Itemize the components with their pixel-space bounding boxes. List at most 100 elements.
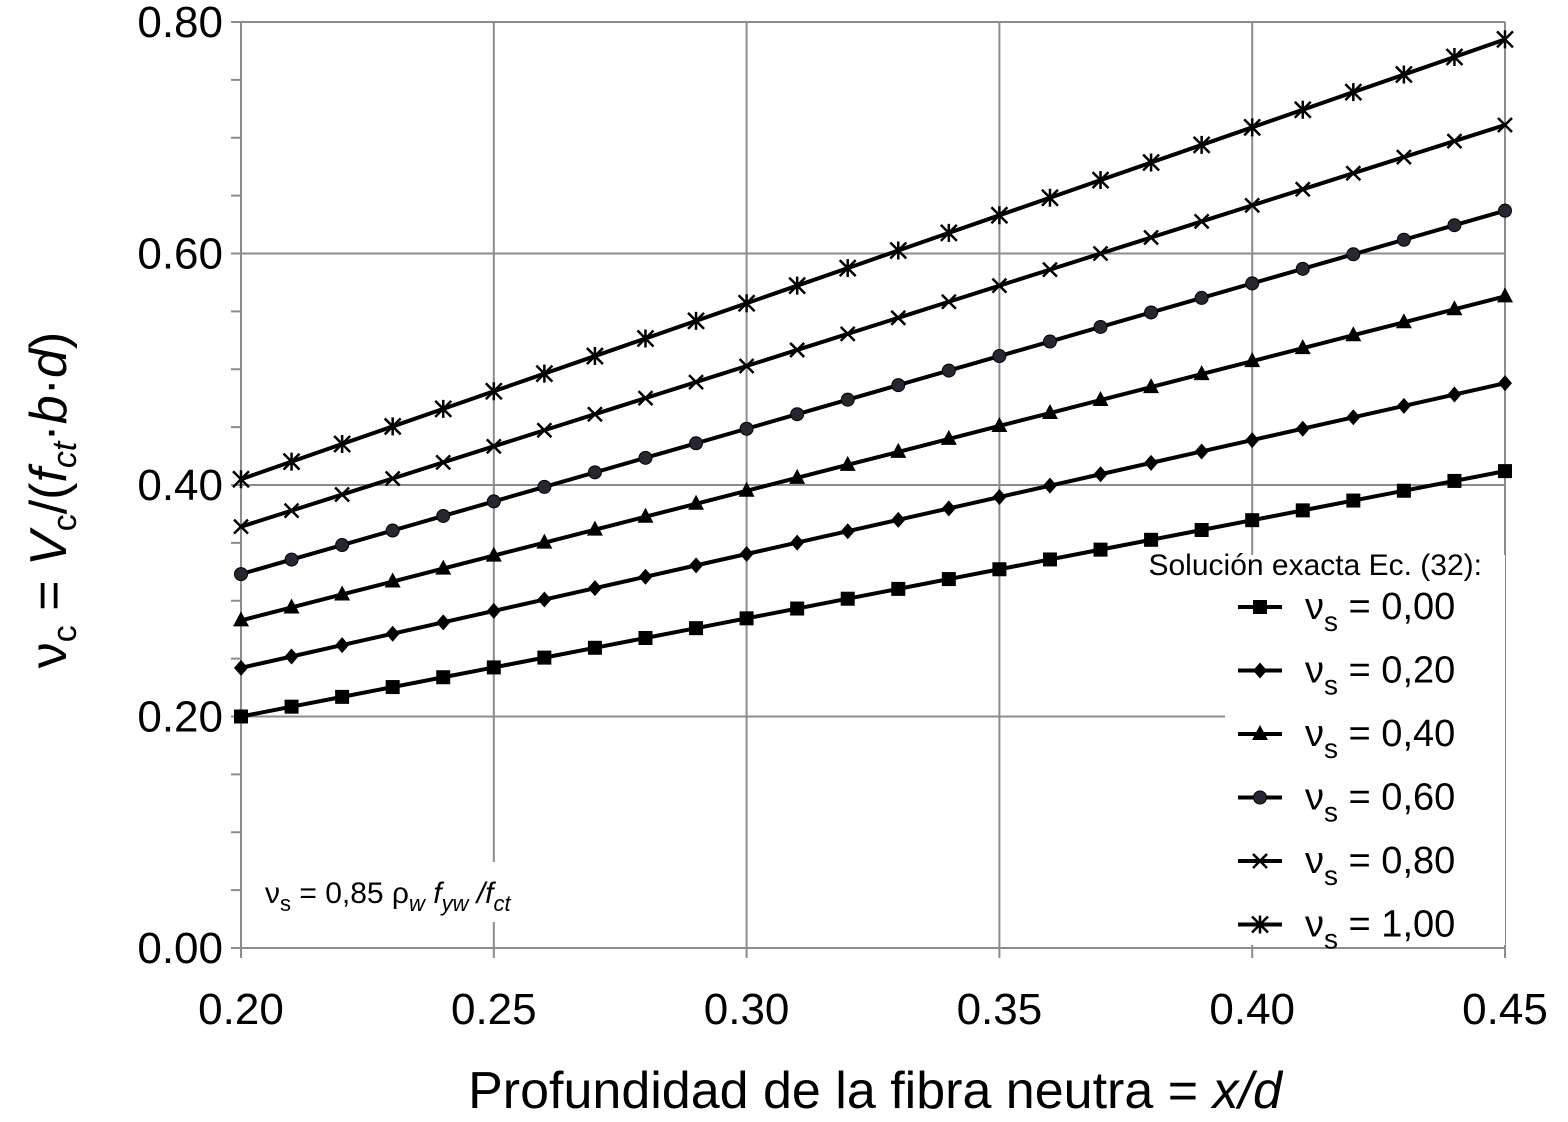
circle-marker [638,450,653,465]
x-marker [334,486,351,503]
square-marker [1498,464,1512,479]
star-marker [383,417,402,436]
x-tick-label: 0.20 [198,985,284,1034]
star-marker [788,276,807,295]
tick-labels: 0.20 0.25 0.30 0.35 0.40 0.45 0.00 0.20 0.40 0.60… [137,0,1547,1034]
circle-marker [385,523,400,538]
triangle-marker [991,416,1008,432]
triangle-marker [485,546,502,562]
x-tick-label: 0.35 [957,985,1043,1034]
star-marker [586,347,604,366]
legend-item-star: νs = 1,00 [1238,904,1455,955]
square-marker [436,670,451,685]
square-marker [1295,503,1310,518]
square-marker [486,660,501,675]
diamond-marker [1498,375,1512,392]
triangle-marker [384,572,401,588]
triangle-marker [1345,326,1362,342]
legend-item-diamond: νs = 0,20 [1238,650,1455,701]
legend-item-square: νs = 0,00 [1238,586,1455,637]
star-marker [1293,100,1312,119]
circle-marker [335,538,350,553]
square-marker [234,709,248,724]
series-line [240,469,1506,719]
y-axis-label: νc = Vc/(fct·b·d) [20,332,84,668]
legend-item-circle: νs = 0,60 [1238,777,1455,828]
x-marker [1143,229,1159,246]
diamond-marker [385,625,400,642]
legend: Solución exacta Ec. (32): νs = 0,00 νs = … [1148,549,1505,955]
diamond-marker [739,545,754,562]
triangle-marker [334,585,351,601]
legend-label: νs = 1,00 [1305,904,1455,955]
diamond-marker [1093,466,1108,483]
square-marker [1346,493,1361,508]
star-marker [1496,30,1514,49]
square-marker [638,630,653,645]
legend-item-triangle: νs = 0,40 [1238,713,1455,764]
star-marker [1394,65,1413,84]
x-marker [1294,181,1311,198]
triangle-marker [283,598,300,614]
square-marker [790,601,805,616]
star-marker [282,452,301,471]
triangle-marker [637,507,654,523]
x-marker [1497,117,1513,133]
legend-label: νs = 0,40 [1305,713,1455,764]
y-tick-label: 0.60 [137,230,223,279]
square-marker [1194,523,1209,538]
diamond-marker [638,568,653,585]
triangle-marker [940,429,957,445]
diamond-marker [1396,397,1411,414]
circle-marker [587,465,602,480]
y-tick-label: 0.80 [137,0,223,47]
triangle-marker [1497,287,1513,303]
star-marker [1142,153,1160,172]
star-marker [687,311,705,330]
x-marker [536,422,553,439]
diamond-marker [1346,409,1361,426]
series-diamond [234,375,1512,676]
x-tick-label: 0.45 [1462,985,1548,1034]
y-tick-label: 0.00 [137,924,223,973]
square-marker [1042,552,1057,567]
square-marker [891,581,906,596]
x-marker [890,309,907,326]
series-square [234,464,1512,724]
circle-marker [1295,261,1310,276]
diamond-marker [1245,432,1260,449]
star-marker [1344,83,1363,102]
x-marker [435,454,452,471]
star-marker [232,470,250,489]
triangle-marker [1092,391,1109,407]
star-marker [939,223,958,242]
star-marker [333,435,352,454]
x-marker [1252,853,1268,869]
square-marker [537,650,552,665]
star-marker [1091,171,1110,190]
circle-marker [284,552,299,567]
legend-label: νs = 0,80 [1305,840,1455,891]
x-marker [1193,213,1210,230]
triangle-marker [233,611,249,627]
square-marker [941,572,956,587]
diamond-marker [790,534,805,551]
star-marker [1192,135,1211,154]
circle-marker [1042,334,1057,349]
circle-marker [1346,247,1361,262]
diamond-marker [1295,420,1310,437]
x-marker [1042,261,1058,278]
square-marker [1144,532,1159,547]
diamond-marker [840,523,855,540]
circle-marker [1447,218,1462,233]
grid-lines [241,21,1506,948]
series-triangle [233,287,1513,627]
legend-label: νs = 0,00 [1305,586,1455,637]
star-marker [737,294,756,313]
x-marker [1345,165,1362,182]
square-marker [284,699,299,714]
series-line [240,208,1506,577]
diamond-marker [891,511,906,528]
x-marker [485,438,502,455]
